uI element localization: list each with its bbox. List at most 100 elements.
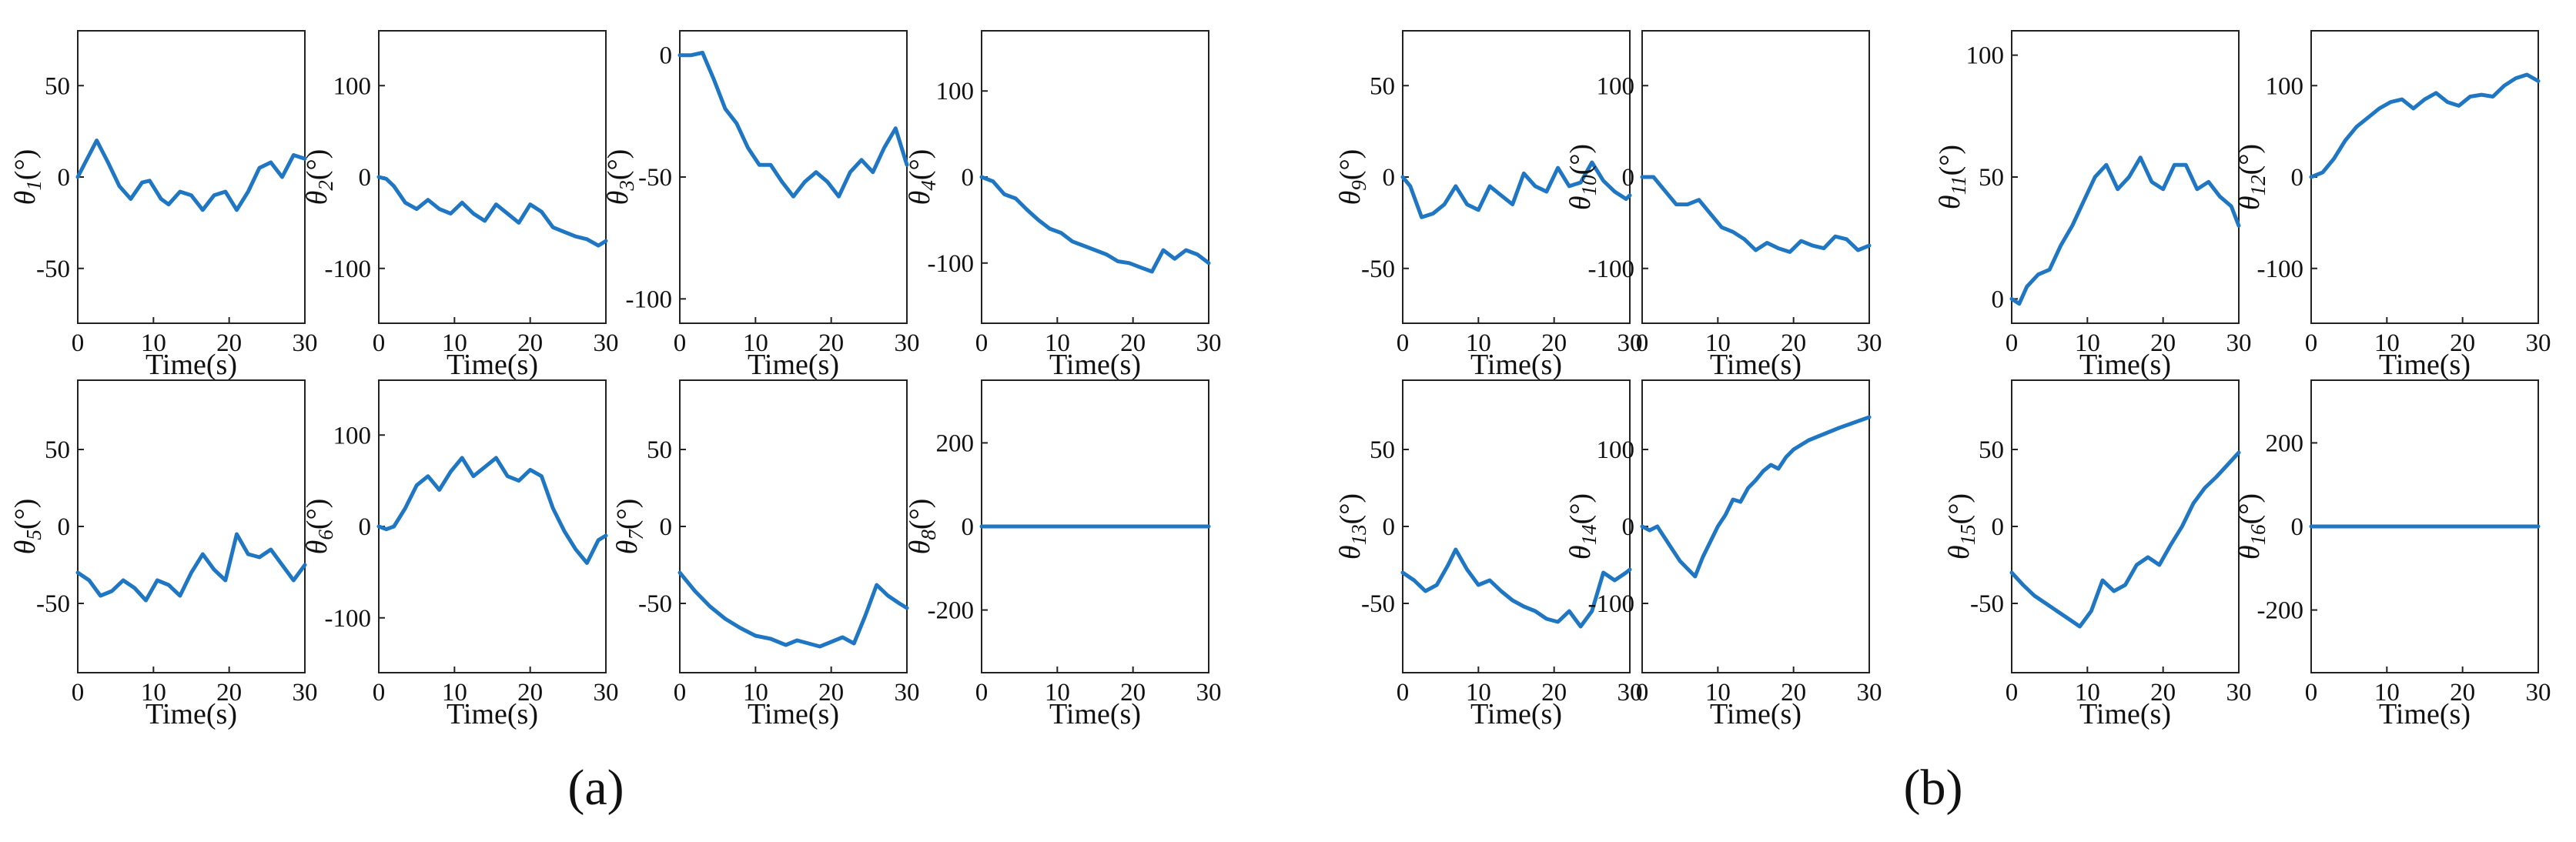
- series-line: [1400, 160, 1632, 219]
- x-tick-label: 20: [818, 679, 844, 707]
- x-tick-label: 30: [1196, 679, 1222, 707]
- panel-label-b: (b): [1904, 760, 1963, 816]
- x-tick-label: 0: [72, 679, 85, 707]
- y-tick-label: 50: [1370, 72, 1395, 100]
- y-axis-label: θ13(°): [1334, 493, 1370, 560]
- y-tick-label: 50: [1370, 436, 1395, 464]
- x-tick-label: 30: [2526, 329, 2551, 357]
- y-tick-label: -100: [325, 605, 372, 633]
- y-axis-label: θ12(°): [2233, 144, 2270, 210]
- y-tick-label: 50: [1979, 164, 2004, 192]
- subplot-5: 0 10 20 30 -50 0 50 Time(s) θ5(°): [9, 379, 318, 730]
- axes-frame: [378, 379, 607, 673]
- x-tick-label: 0: [975, 679, 989, 707]
- y-tick-label: 100: [1597, 436, 1635, 464]
- series-line: [376, 175, 608, 248]
- x-tick-label: 0: [975, 329, 989, 357]
- x-tick-label: 0: [674, 679, 687, 707]
- axes-frame: [679, 379, 908, 673]
- y-tick-label: 0: [359, 164, 372, 192]
- subplot-3: 0 10 20 30 -100 -50 0 Time(s) θ3(°): [602, 30, 920, 381]
- x-tick-label: 20: [1781, 329, 1806, 357]
- series-line: [2009, 450, 2241, 629]
- subplot-9: 0 10 20 30 -50 0 50 Time(s) θ9(°): [1334, 30, 1643, 381]
- subplot-11: 0 10 20 30 0 50 100 Time(s) θ11(°): [1934, 30, 2252, 381]
- x-tick-label: 20: [1541, 679, 1567, 707]
- y-tick-label: 0: [660, 513, 673, 541]
- x-axis-label: Time(s): [146, 349, 237, 381]
- y-tick-label: 50: [45, 436, 70, 464]
- y-tick-label: -50: [1361, 590, 1395, 618]
- y-axis-label: θ1(°): [9, 149, 45, 205]
- x-tick-label: 20: [1120, 679, 1146, 707]
- x-axis-label: Time(s): [1710, 349, 1802, 381]
- x-axis-label: Time(s): [1470, 698, 1562, 730]
- y-axis-label: θ7(°): [611, 499, 647, 555]
- axes-frame: [77, 379, 306, 673]
- x-axis-label: Time(s): [2079, 698, 2171, 730]
- x-tick-label: 20: [818, 329, 844, 357]
- y-tick-label: 100: [936, 78, 975, 105]
- y-tick-label: -100: [1588, 590, 1635, 618]
- x-tick-label: 0: [2006, 679, 2019, 707]
- subplot-16: 0 10 20 30 -200 0 200 Time(s) θ16(°): [2233, 379, 2551, 730]
- x-tick-label: 0: [1636, 679, 1649, 707]
- x-tick-label: 10: [1705, 329, 1731, 357]
- x-tick-label: 20: [1781, 679, 1806, 707]
- y-tick-label: 100: [1966, 42, 2005, 70]
- y-tick-label: -200: [928, 597, 975, 625]
- x-axis-label: Time(s): [1470, 349, 1562, 381]
- y-axis-label: θ5(°): [9, 499, 45, 555]
- y-tick-label: 50: [45, 72, 70, 100]
- x-axis-label: Time(s): [2379, 698, 2471, 730]
- series-line: [1640, 175, 1872, 254]
- x-tick-label: 10: [141, 329, 166, 357]
- subplot-13: 0 10 20 30 -50 0 50 Time(s) θ13(°): [1334, 379, 1643, 730]
- x-tick-label: 10: [1045, 329, 1070, 357]
- series-line: [677, 570, 909, 649]
- x-tick-label: 30: [2226, 679, 2252, 707]
- y-tick-label: -50: [1970, 590, 2004, 618]
- axes-frame: [2310, 30, 2539, 324]
- x-tick-label: 10: [141, 679, 166, 707]
- y-tick-label: 0: [1622, 513, 1635, 541]
- panel-label-a: (a): [567, 760, 624, 816]
- y-tick-label: 0: [2291, 513, 2304, 541]
- y-tick-label: -50: [36, 590, 70, 618]
- y-tick-label: -100: [928, 250, 975, 278]
- x-tick-label: 30: [895, 329, 920, 357]
- y-tick-label: 0: [58, 164, 71, 192]
- y-axis-label: θ15(°): [1943, 493, 1979, 560]
- series-line: [677, 51, 909, 199]
- x-axis-label: Time(s): [146, 698, 237, 730]
- x-axis-label: Time(s): [1710, 698, 1802, 730]
- axes-frame: [2011, 30, 2240, 324]
- x-tick-label: 20: [2150, 329, 2176, 357]
- x-tick-label: 30: [1857, 679, 1882, 707]
- y-tick-label: 50: [647, 436, 672, 464]
- y-axis-label: θ9(°): [1334, 149, 1370, 205]
- y-tick-label: 0: [1383, 164, 1396, 192]
- y-tick-label: -50: [638, 590, 672, 618]
- x-tick-label: 30: [594, 679, 619, 707]
- y-tick-label: 200: [936, 429, 975, 457]
- x-axis-label: Time(s): [447, 349, 538, 381]
- x-tick-label: 10: [1466, 679, 1491, 707]
- x-tick-label: 30: [2526, 679, 2551, 707]
- x-tick-label: 10: [2374, 679, 2400, 707]
- subplot-1: 0 10 20 30 -50 0 50 Time(s) θ1(°): [9, 30, 318, 381]
- x-axis-label: Time(s): [2079, 349, 2171, 381]
- x-tick-label: 20: [2450, 329, 2475, 357]
- x-tick-label: 0: [2305, 329, 2318, 357]
- x-tick-label: 20: [517, 329, 543, 357]
- y-tick-label: 100: [333, 422, 372, 449]
- x-tick-label: 10: [1045, 679, 1070, 707]
- y-tick-label: 0: [660, 42, 673, 70]
- series-line: [376, 456, 608, 565]
- x-tick-label: 20: [2450, 679, 2475, 707]
- y-tick-label: 0: [1992, 286, 2005, 313]
- x-tick-label: 20: [2150, 679, 2176, 707]
- y-axis-label: θ2(°): [301, 149, 337, 205]
- x-axis-label: Time(s): [1049, 698, 1141, 730]
